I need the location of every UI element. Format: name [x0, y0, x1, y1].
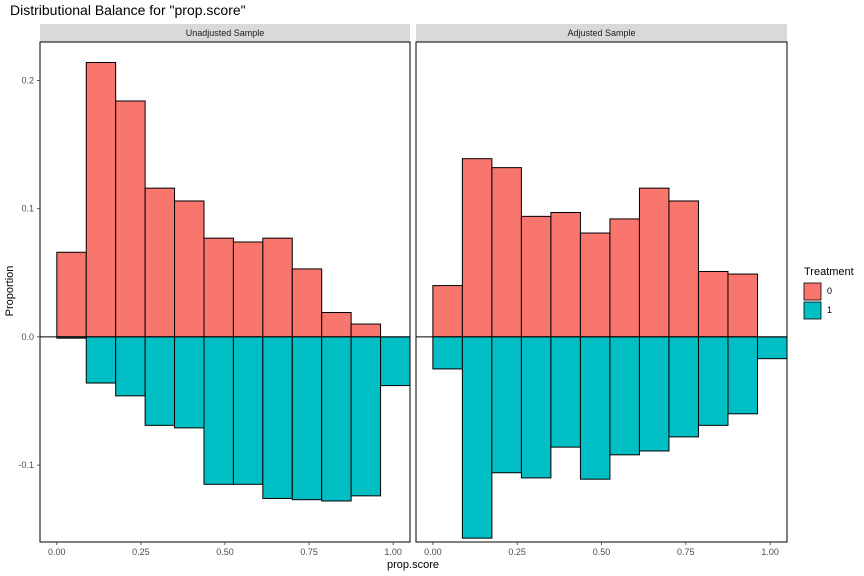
- x-tick-label: 0.50: [593, 547, 611, 557]
- legend: Treatment 0 1: [803, 266, 854, 320]
- x-tick-label: 0.75: [677, 547, 695, 557]
- bar-treat1-bin10: [727, 336, 758, 415]
- bar-treat1-bin5: [579, 336, 611, 480]
- bar-treat0-bin4: [174, 200, 205, 338]
- panels-group: Unadjusted Sample 0.00 0.25 0.50 0.75 1.00 -0.…: [18, 24, 788, 557]
- x-tick-label: 0.00: [48, 547, 66, 557]
- bar-treat0-bin2: [115, 100, 146, 338]
- y-tick-label: 0.2: [21, 75, 34, 85]
- bar-treat1-bin9: [697, 336, 729, 426]
- legend-title: Treatment: [804, 266, 854, 278]
- bar-treat0-bin6: [232, 241, 264, 338]
- bar-treat0-bin4: [550, 212, 581, 338]
- bar-treat1-bin8: [291, 336, 323, 501]
- bar-treat1-bin11: [756, 336, 788, 360]
- bar-treat0-bin10: [350, 323, 382, 338]
- x-tick-label: 1.00: [761, 547, 779, 557]
- bar-treat0-bin0: [432, 285, 463, 338]
- bar-treat1-bin7: [638, 336, 670, 452]
- strip-bg: [416, 24, 787, 42]
- bar-treat0-bin10: [727, 273, 758, 338]
- x-tick-label: 1.00: [384, 547, 402, 557]
- bar-treat1-bin8: [668, 336, 699, 438]
- legend-label-0: 0: [827, 286, 832, 296]
- bar-treat0-bin3: [144, 187, 176, 338]
- legend-key-1: [803, 301, 822, 320]
- bar-treat1-bin6: [609, 336, 640, 456]
- bar-treat1-bin4: [174, 336, 205, 429]
- panel-adjusted: Adjusted Sample 0.00 0.25 0.50 0.75 1.00: [415, 24, 788, 557]
- x-tick-label: 0.50: [216, 547, 234, 557]
- x-axis-title: prop.score: [387, 559, 439, 571]
- bar-treat0-bin8: [668, 200, 699, 338]
- y-axis-title: Proportion: [4, 266, 16, 317]
- bar-treat0-bin2: [491, 167, 522, 338]
- bar-treat1-bin2: [115, 336, 146, 397]
- bar-treat1-bin10: [350, 336, 382, 497]
- y-tick-label: 0.1: [21, 204, 34, 214]
- bar-treat1-bin1: [461, 336, 493, 539]
- bar-treat1-bin5: [203, 336, 234, 485]
- bar-treat0-bin8: [291, 268, 323, 338]
- y-tick-label: -0.1: [18, 460, 34, 470]
- bar-treat0-bin3: [520, 215, 552, 338]
- bar-treat1-bin4: [550, 336, 581, 448]
- y-tick-label: 0.0: [21, 332, 34, 342]
- panel-unadjusted: Unadjusted Sample 0.00 0.25 0.50 0.75 1.00 -0.…: [18, 24, 411, 557]
- strip-label: Adjusted Sample: [567, 28, 635, 38]
- bar-treat0-bin7: [638, 187, 670, 338]
- strip-label: Unadjusted Sample: [186, 28, 265, 38]
- bar-treat1-bin3: [520, 336, 552, 479]
- x-tick-label: 0.25: [508, 547, 526, 557]
- bar-treat0-bin5: [203, 237, 234, 338]
- bar-treat0-bin0: [56, 251, 87, 338]
- chart-title: Distributional Balance for "prop.score": [10, 2, 246, 18]
- bar-treat1-bin11: [380, 336, 411, 387]
- bar-treat0-bin5: [579, 232, 611, 338]
- bar-treat1-bin2: [491, 336, 522, 474]
- bar-treat0-bin1: [85, 62, 117, 338]
- legend-key-0: [803, 282, 822, 301]
- bar-treat0-bin1: [461, 158, 493, 338]
- x-tick-label: 0.00: [424, 547, 442, 557]
- bar-treat0-bin6: [609, 218, 640, 338]
- legend-label-1: 1: [827, 305, 832, 315]
- bar-treat1-bin0: [432, 336, 463, 370]
- strip-bg: [40, 24, 410, 42]
- bar-treat1-bin6: [232, 336, 264, 485]
- x-tick-label: 0.75: [300, 547, 318, 557]
- bar-treat0-bin9: [697, 270, 729, 338]
- bar-treat1-bin9: [321, 336, 352, 502]
- bar-treat1-bin7: [262, 336, 293, 499]
- bar-treat1-bin1: [85, 336, 117, 384]
- bar-treat1-bin3: [144, 336, 176, 426]
- bar-treat0-bin9: [321, 312, 352, 338]
- bar-treat0-bin7: [262, 237, 293, 338]
- x-tick-label: 0.25: [132, 547, 150, 557]
